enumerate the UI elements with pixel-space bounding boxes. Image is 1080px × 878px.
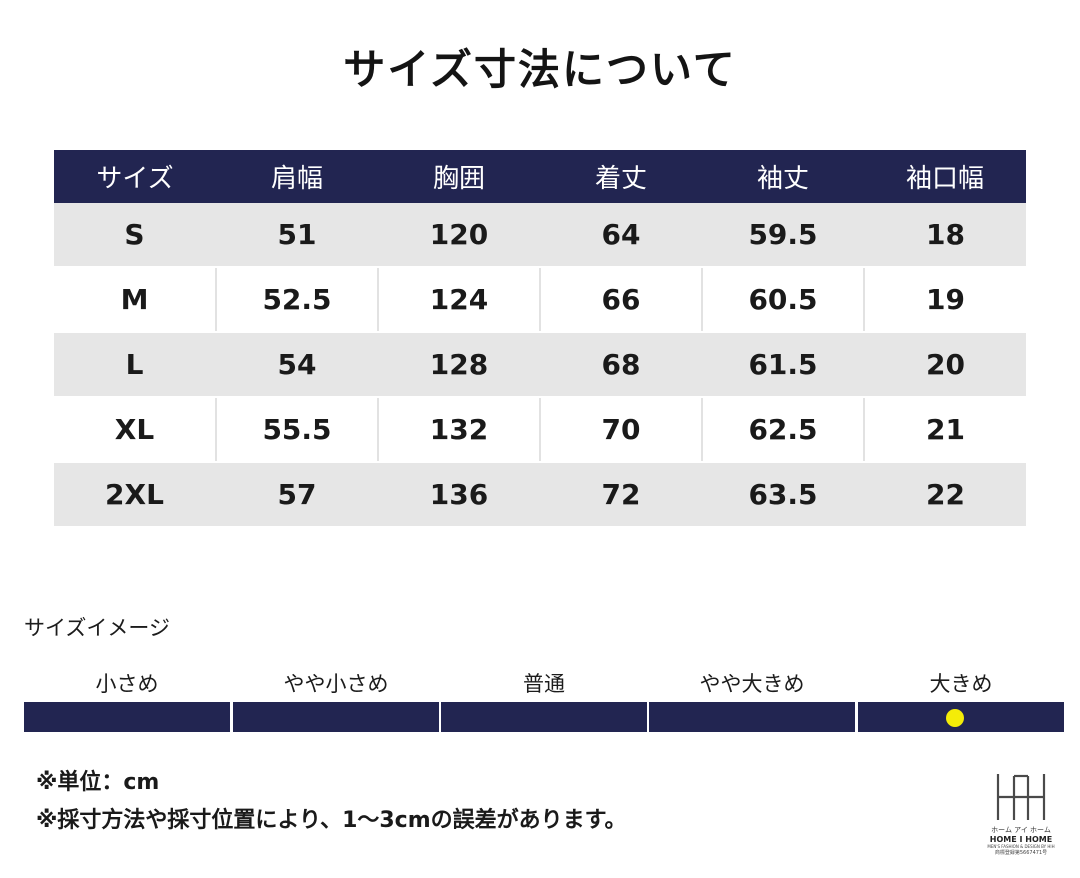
table-cell: 51: [216, 203, 379, 266]
scale-bar: [233, 702, 439, 732]
size-table: サイズ 肩幅 胸囲 着丈 袖丈 袖口幅 S 51 120 64 59.5 18 …: [54, 150, 1026, 526]
scale-segment-small: 小さめ: [24, 668, 230, 734]
table-cell: L: [54, 333, 217, 396]
table-cell: M: [54, 268, 217, 331]
table-cell: 22: [864, 463, 1026, 526]
table-cell: 52.5: [216, 268, 379, 331]
scale-label: 普通: [523, 672, 565, 696]
scale-bar: [858, 702, 1064, 732]
table-cell: 64: [540, 203, 703, 266]
table-cell: 128: [378, 333, 541, 396]
table-cell: 60.5: [702, 268, 865, 331]
header-shoulder-width: 肩幅: [216, 150, 378, 203]
fit-marker-dot: [946, 709, 964, 727]
scale-label: やや小さめ: [283, 672, 389, 696]
header-length: 着丈: [540, 150, 702, 203]
table-cell: 55.5: [216, 398, 379, 461]
size-scale: 小さめ やや小さめ 普通 やや大きめ 大きめ: [24, 668, 1064, 734]
row-spacer: [54, 331, 1026, 333]
table-cell: 136: [378, 463, 541, 526]
scale-bar: [441, 702, 647, 732]
table-cell: 20: [864, 333, 1026, 396]
size-image-label: サイズイメージ: [24, 616, 170, 640]
logo-name: HOME I HOME: [989, 835, 1053, 844]
note-unit: ※単位：cm: [36, 770, 160, 795]
table-row: M 52.5 124 66 60.5 19: [54, 268, 1026, 331]
table-cell: 124: [378, 268, 541, 331]
table-cell: 120: [378, 203, 541, 266]
table-cell: 59.5: [702, 203, 865, 266]
table-cell: 68: [540, 333, 703, 396]
header-size: サイズ: [54, 150, 216, 203]
table-row: 2XL 57 136 72 63.5 22: [54, 463, 1026, 526]
table-cell: 132: [378, 398, 541, 461]
table-cell: 62.5: [702, 398, 865, 461]
scale-label: 大きめ: [929, 672, 993, 696]
table-cell: 63.5: [702, 463, 865, 526]
scale-segment-slightly-small: やや小さめ: [233, 668, 439, 734]
table-cell: XL: [54, 398, 217, 461]
table-row: XL 55.5 132 70 62.5 21: [54, 398, 1026, 461]
logo-kana: ホーム アイ ホーム: [991, 826, 1051, 834]
row-spacer: [54, 461, 1026, 463]
table-cell: 57: [216, 463, 379, 526]
table-cell: S: [54, 203, 217, 266]
table-cell: 66: [540, 268, 703, 331]
hih-monogram-icon: [996, 774, 1046, 820]
header-cuff-width: 袖口幅: [864, 150, 1026, 203]
header-chest: 胸囲: [378, 150, 540, 203]
scale-label: やや大きめ: [699, 672, 805, 696]
scale-bar: [24, 702, 230, 732]
table-cell: 18: [864, 203, 1026, 266]
brand-logo: ホーム アイ ホーム HOME I HOME MEN'S FASHION & D…: [986, 772, 1056, 872]
row-spacer: [54, 396, 1026, 398]
scale-segment-normal: 普通: [441, 668, 647, 734]
logo-tagline: MEN'S FASHION & DESIGN BY HIH: [987, 844, 1055, 849]
scale-label: 小さめ: [95, 672, 159, 696]
table-row: L 54 128 68 61.5 20: [54, 333, 1026, 396]
page-title: サイズ寸法について: [343, 45, 737, 94]
table-header-row: サイズ 肩幅 胸囲 着丈 袖丈 袖口幅: [54, 150, 1026, 203]
table-cell: 72: [540, 463, 703, 526]
row-spacer: [54, 266, 1026, 268]
note-measurement-error: ※採寸方法や採寸位置により、1～3cmの誤差があります。: [36, 808, 627, 833]
header-sleeve-length: 袖丈: [702, 150, 864, 203]
table-cell: 21: [864, 398, 1026, 461]
table-cell: 70: [540, 398, 703, 461]
logo-trademark: 商標登録第5667471号: [994, 850, 1048, 856]
scale-segment-slightly-large: やや大きめ: [649, 668, 855, 734]
table-cell: 2XL: [54, 463, 217, 526]
table-cell: 61.5: [702, 333, 865, 396]
notes: ※単位：cm ※採寸方法や採寸位置により、1～3cmの誤差があります。: [36, 764, 626, 840]
scale-segment-large: 大きめ: [858, 668, 1064, 734]
table-row: S 51 120 64 59.5 18: [54, 203, 1026, 266]
scale-bar: [649, 702, 855, 732]
table-cell: 54: [216, 333, 379, 396]
table-cell: 19: [864, 268, 1026, 331]
